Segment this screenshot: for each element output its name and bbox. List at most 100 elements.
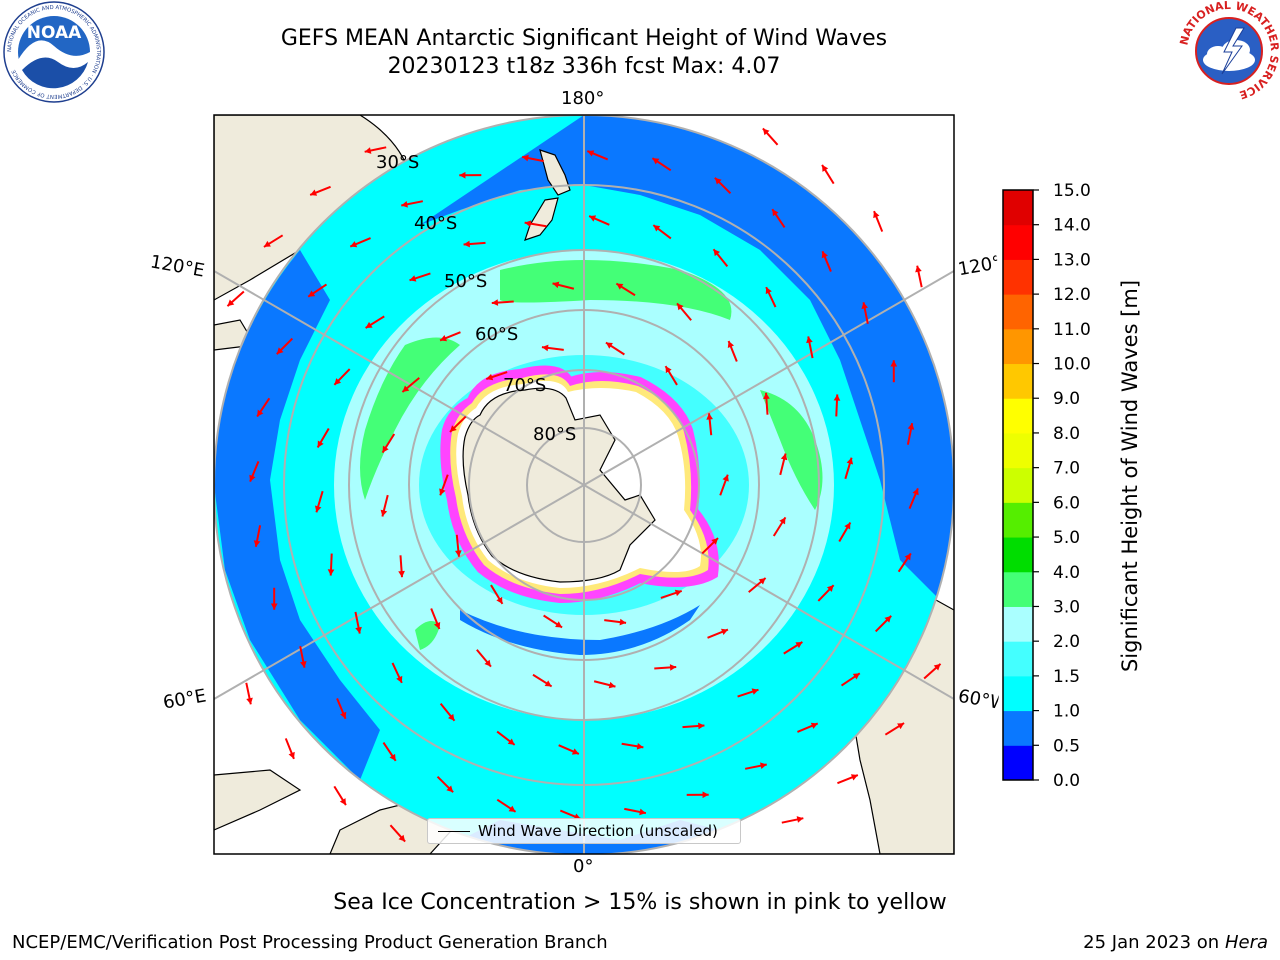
- wave-direction-arrow-head: [822, 164, 829, 172]
- map-subtitle: 20230123 t18z 336h fcst Max: 4.07: [387, 54, 781, 79]
- wave-direction-arrow-head: [334, 378, 342, 385]
- wave-direction-arrow-head: [897, 723, 905, 730]
- wave-direction-arrow-head: [446, 785, 454, 793]
- wave-direction-arrow-head: [665, 366, 672, 374]
- wave-direction-arrow-head: [589, 215, 597, 222]
- wave-band-1m-north: [420, 115, 954, 600]
- noaa-logo: NOAA NATIONAL OCEANIC AND ATMOSPHERIC AD…: [3, 1, 105, 103]
- wave-direction-arrow-head: [364, 147, 372, 154]
- wave-direction-arrow-head: [706, 413, 713, 420]
- wave-direction-arrow-head: [544, 680, 552, 687]
- wave-direction-arrow-head: [760, 762, 767, 769]
- wave-band-1m-west: [214, 250, 380, 780]
- wave-direction-arrow-head: [933, 663, 941, 671]
- wave-direction-arrow-head: [463, 240, 470, 248]
- wave-direction-arrow-head: [249, 474, 256, 482]
- wave-direction-arrow-head: [317, 440, 324, 448]
- new-zealand: [524, 149, 571, 241]
- wave-direction-arrow-head: [382, 445, 389, 453]
- wave-direction-arrow-head: [653, 225, 661, 232]
- nws-logo: NATIONAL WEATHER SERVICE: [1178, 0, 1280, 102]
- wave-direction-arrow-head: [398, 570, 405, 578]
- wave-direction-arrow-head: [616, 283, 624, 290]
- wave-direction-arrow-head: [810, 722, 818, 729]
- antarctica: [440, 365, 719, 604]
- wave-direction-arrow-head: [253, 540, 261, 547]
- wave-direction-arrow-head: [587, 150, 595, 157]
- wave-direction-arrow-head: [439, 488, 446, 496]
- wave-direction-arrow-head: [522, 154, 529, 162]
- lon-label-0: 0°: [573, 856, 594, 877]
- wave-direction-arrow-head: [765, 287, 772, 295]
- wave-direction-arrow-head: [639, 808, 646, 816]
- sea-ice-caption: Sea Ice Concentration > 15% is shown in …: [333, 890, 947, 915]
- map-legend: Wind Wave Direction (unscaled): [427, 818, 741, 844]
- wave-direction-arrow-head: [806, 336, 813, 344]
- wave-band-3m-patch: [415, 621, 440, 650]
- wave-direction-arrow-head: [524, 220, 532, 227]
- wave-direction-arrow-head: [821, 251, 828, 259]
- wave-direction-arrow-head: [276, 347, 284, 355]
- wave-direction-arrow-head: [246, 697, 253, 705]
- wave-direction-arrow-head: [844, 522, 851, 530]
- wave-direction-arrow-head: [398, 834, 406, 842]
- lat-label-60s: 60°S: [475, 324, 519, 345]
- wave-direction-arrow-head: [907, 423, 915, 430]
- wave-direction-arrow-head: [396, 675, 403, 683]
- footer-date-text: 25 Jan 2023 on: [1083, 932, 1225, 953]
- wave-direction-arrow-head: [496, 596, 503, 604]
- wave-direction-arrow-head: [448, 713, 455, 721]
- wave-band-3m-north: [500, 260, 732, 320]
- wave-direction-arrow-head: [605, 342, 613, 349]
- wave-direction-arrow-head: [327, 569, 335, 576]
- wave-direction-arrow-head: [433, 621, 441, 629]
- wave-direction-arrow-head: [508, 805, 516, 812]
- wave-direction-arrow-head: [310, 189, 318, 196]
- wave-direction-arrow-head: [652, 158, 660, 165]
- footer-host: Hera: [1224, 932, 1268, 953]
- footer-date: 25 Jan 2023 on Hera: [1083, 932, 1268, 953]
- wave-direction-arrow-head: [507, 738, 515, 745]
- wave-direction-arrow-head: [852, 673, 860, 680]
- lat-label-50s: 50°S: [444, 271, 488, 292]
- wave-direction-arrow-head: [636, 743, 644, 750]
- wave-direction-arrow-head: [491, 299, 499, 306]
- wave-direction-arrow-head: [826, 585, 834, 592]
- wave-direction-arrow-head: [669, 664, 677, 671]
- wave-direction-arrow-head: [762, 128, 770, 136]
- map-title: GEFS MEAN Antarctic Significant Height o…: [280, 26, 888, 51]
- wave-direction-arrow-head: [912, 488, 919, 496]
- wave-direction-arrow-head: [846, 457, 854, 465]
- wave-direction-arrow-head: [795, 641, 803, 649]
- wave-direction-arrow-head: [772, 209, 779, 217]
- wave-direction-arrow-head: [674, 589, 682, 597]
- wave-direction-arrow-head: [780, 453, 788, 461]
- footer-organization: NCEP/EMC/Verification Post Processing Pr…: [12, 932, 608, 953]
- wave-direction-arrow-head: [720, 628, 728, 636]
- graticule: [214, 115, 954, 854]
- wave-direction-arrow-head: [884, 615, 892, 623]
- wave-direction-arrow-head: [459, 171, 466, 179]
- wave-direction-arrow-head: [758, 578, 766, 585]
- lat-label-30s: 30°S: [376, 152, 420, 173]
- wave-direction-arrow-head: [915, 265, 922, 273]
- wave-direction-arrow-head: [751, 688, 759, 695]
- antarctic-land: [462, 387, 656, 583]
- lat-label-40s: 40°S: [414, 213, 458, 234]
- wave-direction-arrow-head: [779, 517, 786, 525]
- wave-direction-arrow-head: [833, 394, 841, 401]
- wave-direction-arrow-head: [350, 241, 358, 248]
- wave-direction-arrow-head: [314, 505, 322, 513]
- wave-direction-arrow-head: [873, 211, 880, 219]
- wave-direction-arrow-head: [257, 409, 264, 417]
- wave-direction-arrow-head: [850, 774, 858, 781]
- wave-direction-arrow-head: [340, 711, 347, 719]
- wave-direction-arrow-head: [401, 201, 408, 208]
- wave-direction-arrow-head: [455, 550, 462, 557]
- wave-direction-arrow-head: [904, 553, 911, 561]
- noaa-logo-text: NOAA: [27, 23, 82, 43]
- wave-direction-arrow-head: [484, 659, 491, 667]
- wave-direction-arrow-head: [227, 299, 235, 307]
- wave-direction-arrow-head: [541, 344, 549, 352]
- wave-direction-arrow-head: [714, 177, 722, 185]
